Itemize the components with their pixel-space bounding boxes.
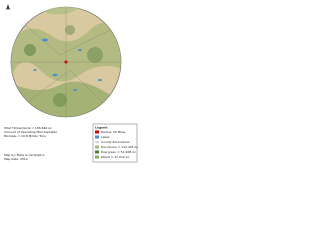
- north-arrow: [6, 4, 10, 10]
- summary-line: Biomass = 10.8 Million Tons: [4, 134, 46, 138]
- legend-swatch: [95, 145, 99, 149]
- legend-swatch: [95, 135, 99, 139]
- page: {"map": { "summary": ["Total Timberlands…: [0, 0, 139, 164]
- legend-label: Radius: 50 Miles: [101, 130, 126, 134]
- legend-label: Deciduous = 112,445 Ac: [101, 145, 139, 149]
- legend-label: County Boundaries: [101, 140, 130, 144]
- legend-swatch: [95, 150, 99, 154]
- legend-swatch: [95, 130, 99, 134]
- credit-line: Map date: 2014: [4, 157, 28, 161]
- legend-label: Mixed = 47,010 Ac: [101, 155, 130, 159]
- legend-title: Legend: [95, 126, 107, 130]
- legend-swatch: [95, 155, 99, 159]
- summary-line: Amount of Operating Merchantable: [4, 130, 57, 134]
- summary-line: Total Timberlands = 186,646 Ac: [3, 126, 52, 130]
- legend-label: Evergreen = 51,968 Ac: [101, 150, 136, 154]
- credit-line: Map by: Plate & Cartalytics: [4, 153, 45, 157]
- legend-label: Lakes: [101, 135, 110, 139]
- map-area: [10, 6, 122, 118]
